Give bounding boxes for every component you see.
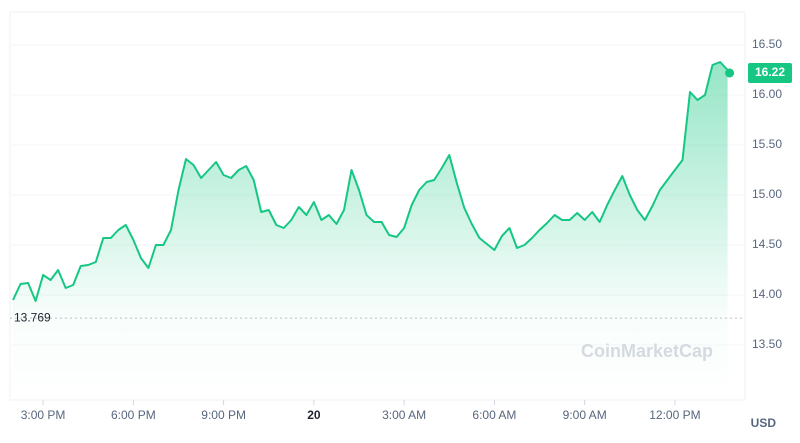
y-tick-label: 14.00 (752, 287, 782, 301)
reference-label: 13.769 (14, 310, 51, 324)
price-badge-label: 16.22 (755, 65, 785, 79)
currency-label: USD (751, 416, 777, 430)
y-tick-label: 15.50 (752, 137, 782, 151)
x-tick-label: 6:00 PM (111, 408, 156, 422)
x-tick-label: 20 (307, 408, 321, 422)
y-tick-label: 16.50 (752, 37, 782, 51)
area (13, 62, 728, 400)
current-dot (725, 68, 735, 78)
y-tick-label: 14.50 (752, 237, 782, 251)
x-tick-label: 9:00 PM (201, 408, 246, 422)
y-tick-label: 16.00 (752, 87, 782, 101)
x-tick-label: 3:00 PM (21, 408, 66, 422)
price-badge (748, 63, 792, 83)
y-tick-label: 15.00 (752, 187, 782, 201)
x-tick-label: 9:00 AM (563, 408, 607, 422)
x-tick-label: 6:00 AM (472, 408, 516, 422)
y-tick-label: 13.50 (752, 337, 782, 351)
watermark: CoinMarketCap (581, 341, 713, 361)
x-tick-label: 12:00 PM (649, 408, 700, 422)
x-tick-label: 3:00 AM (382, 408, 426, 422)
price-line (12, 61, 729, 302)
